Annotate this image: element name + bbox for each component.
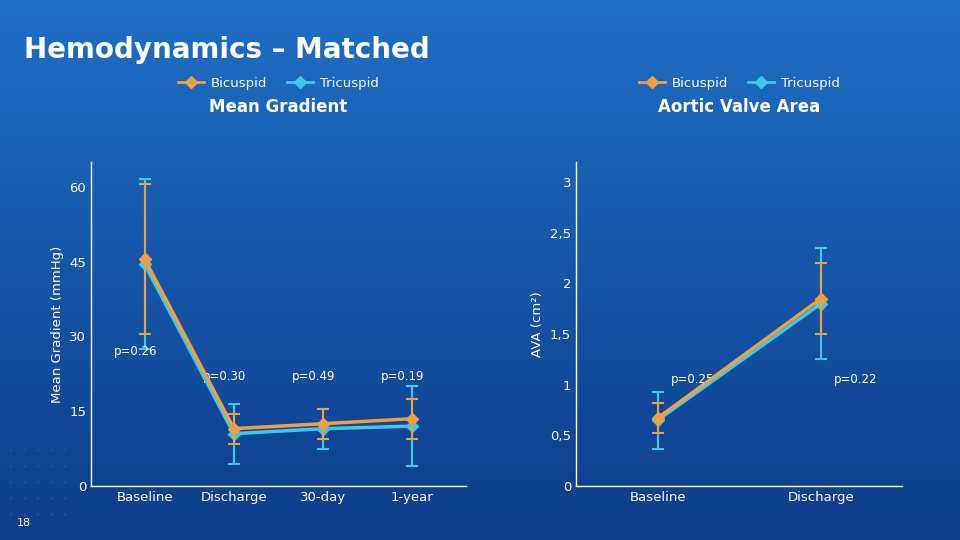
Text: •: • [61, 494, 67, 504]
Text: p=0.30: p=0.30 [203, 370, 246, 383]
Text: •: • [61, 446, 67, 456]
Text: •: • [35, 478, 40, 488]
Text: Mean Gradient: Mean Gradient [209, 98, 348, 116]
Text: •: • [21, 510, 27, 521]
Text: •: • [61, 510, 67, 521]
Text: •: • [61, 462, 67, 472]
Text: •: • [35, 462, 40, 472]
Text: •: • [21, 462, 27, 472]
Text: •: • [8, 510, 13, 521]
Text: •: • [35, 510, 40, 521]
Text: •: • [21, 478, 27, 488]
Text: •: • [61, 478, 67, 488]
Legend: Bicuspid, Tricuspid: Bicuspid, Tricuspid [173, 71, 384, 95]
Text: •: • [8, 494, 13, 504]
Legend: Bicuspid, Tricuspid: Bicuspid, Tricuspid [634, 71, 845, 95]
Text: p=0.22: p=0.22 [834, 373, 877, 386]
Text: Aortic Valve Area: Aortic Valve Area [658, 98, 821, 116]
Text: •: • [35, 446, 40, 456]
Text: p=0.49: p=0.49 [292, 370, 335, 383]
Text: •: • [48, 494, 54, 504]
Text: p=0.26: p=0.26 [113, 345, 157, 358]
Text: •: • [8, 478, 13, 488]
Text: •: • [21, 494, 27, 504]
Text: •: • [48, 478, 54, 488]
Y-axis label: Mean Gradient (mmHg): Mean Gradient (mmHg) [51, 245, 63, 403]
Text: •: • [8, 462, 13, 472]
Y-axis label: AVA (cm²): AVA (cm²) [532, 291, 544, 357]
Text: p=0.19: p=0.19 [381, 370, 424, 383]
Text: •: • [8, 446, 13, 456]
Text: •: • [48, 510, 54, 521]
Text: •: • [48, 446, 54, 456]
Text: •: • [48, 462, 54, 472]
Text: Hemodynamics – Matched: Hemodynamics – Matched [24, 37, 430, 64]
Text: 18: 18 [17, 518, 32, 529]
Text: p=0.25: p=0.25 [671, 373, 714, 386]
Text: •: • [35, 494, 40, 504]
Text: •: • [21, 446, 27, 456]
